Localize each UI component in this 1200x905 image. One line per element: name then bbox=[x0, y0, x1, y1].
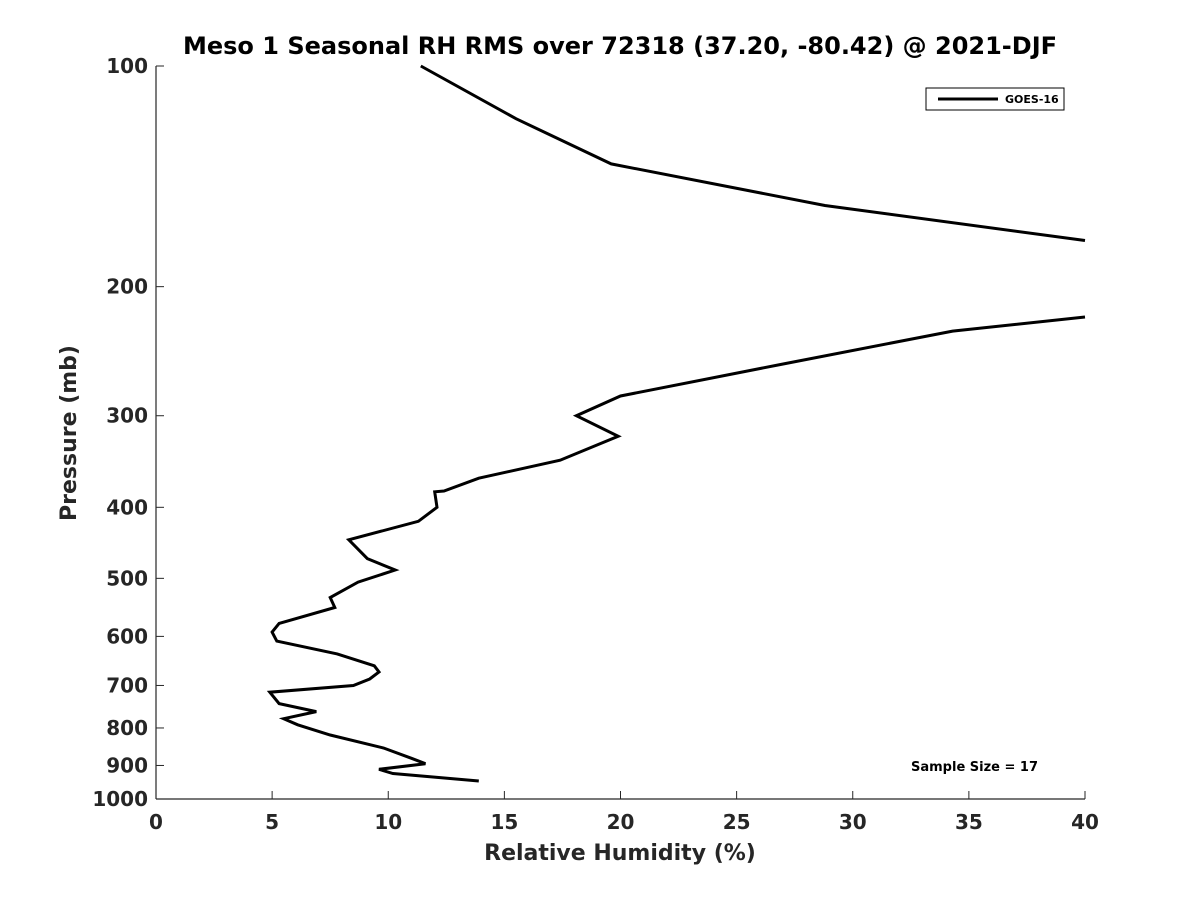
x-tick-label: 40 bbox=[1071, 810, 1099, 834]
y-tick-label: 200 bbox=[106, 275, 148, 299]
legend: GOES-16 bbox=[925, 87, 1065, 111]
y-tick-label: 500 bbox=[106, 566, 148, 590]
y-axis-label: Pressure (mb) bbox=[57, 345, 82, 521]
x-tick-label: 35 bbox=[955, 810, 983, 834]
x-tick-label: 20 bbox=[607, 810, 635, 834]
series-line-goes16-segment-1 bbox=[420, 64, 1086, 242]
x-tick-label: 25 bbox=[723, 810, 751, 834]
x-tick-label: 5 bbox=[265, 810, 279, 834]
y-axis-ticks: 100 200 300 400 500 600 700 800 900 1000 bbox=[92, 54, 164, 811]
x-axis-label: Relative Humidity (%) bbox=[484, 841, 756, 866]
y-tick-label: 300 bbox=[106, 404, 148, 428]
legend-label-goes16: GOES-16 bbox=[1005, 93, 1059, 106]
data-series bbox=[266, 64, 1086, 783]
y-tick-label: 700 bbox=[106, 673, 148, 697]
y-tick-label: 1000 bbox=[92, 787, 148, 811]
x-tick-label: 0 bbox=[149, 810, 163, 834]
sample-size-annotation: Sample Size = 17 bbox=[911, 760, 1038, 775]
y-tick-label: 400 bbox=[106, 495, 148, 519]
y-tick-label: 600 bbox=[106, 624, 148, 648]
x-tick-label: 15 bbox=[490, 810, 518, 834]
x-tick-label: 10 bbox=[374, 810, 402, 834]
series-line-goes16-segment-2 bbox=[266, 315, 1086, 783]
chart-title: Meso 1 Seasonal RH RMS over 72318 (37.20… bbox=[183, 32, 1057, 60]
x-tick-label: 30 bbox=[839, 810, 867, 834]
y-tick-label: 100 bbox=[106, 54, 148, 78]
y-tick-label: 900 bbox=[106, 753, 148, 777]
x-axis-ticks: 0 5 10 15 20 25 30 35 40 bbox=[149, 791, 1099, 834]
y-tick-label: 800 bbox=[106, 716, 148, 740]
